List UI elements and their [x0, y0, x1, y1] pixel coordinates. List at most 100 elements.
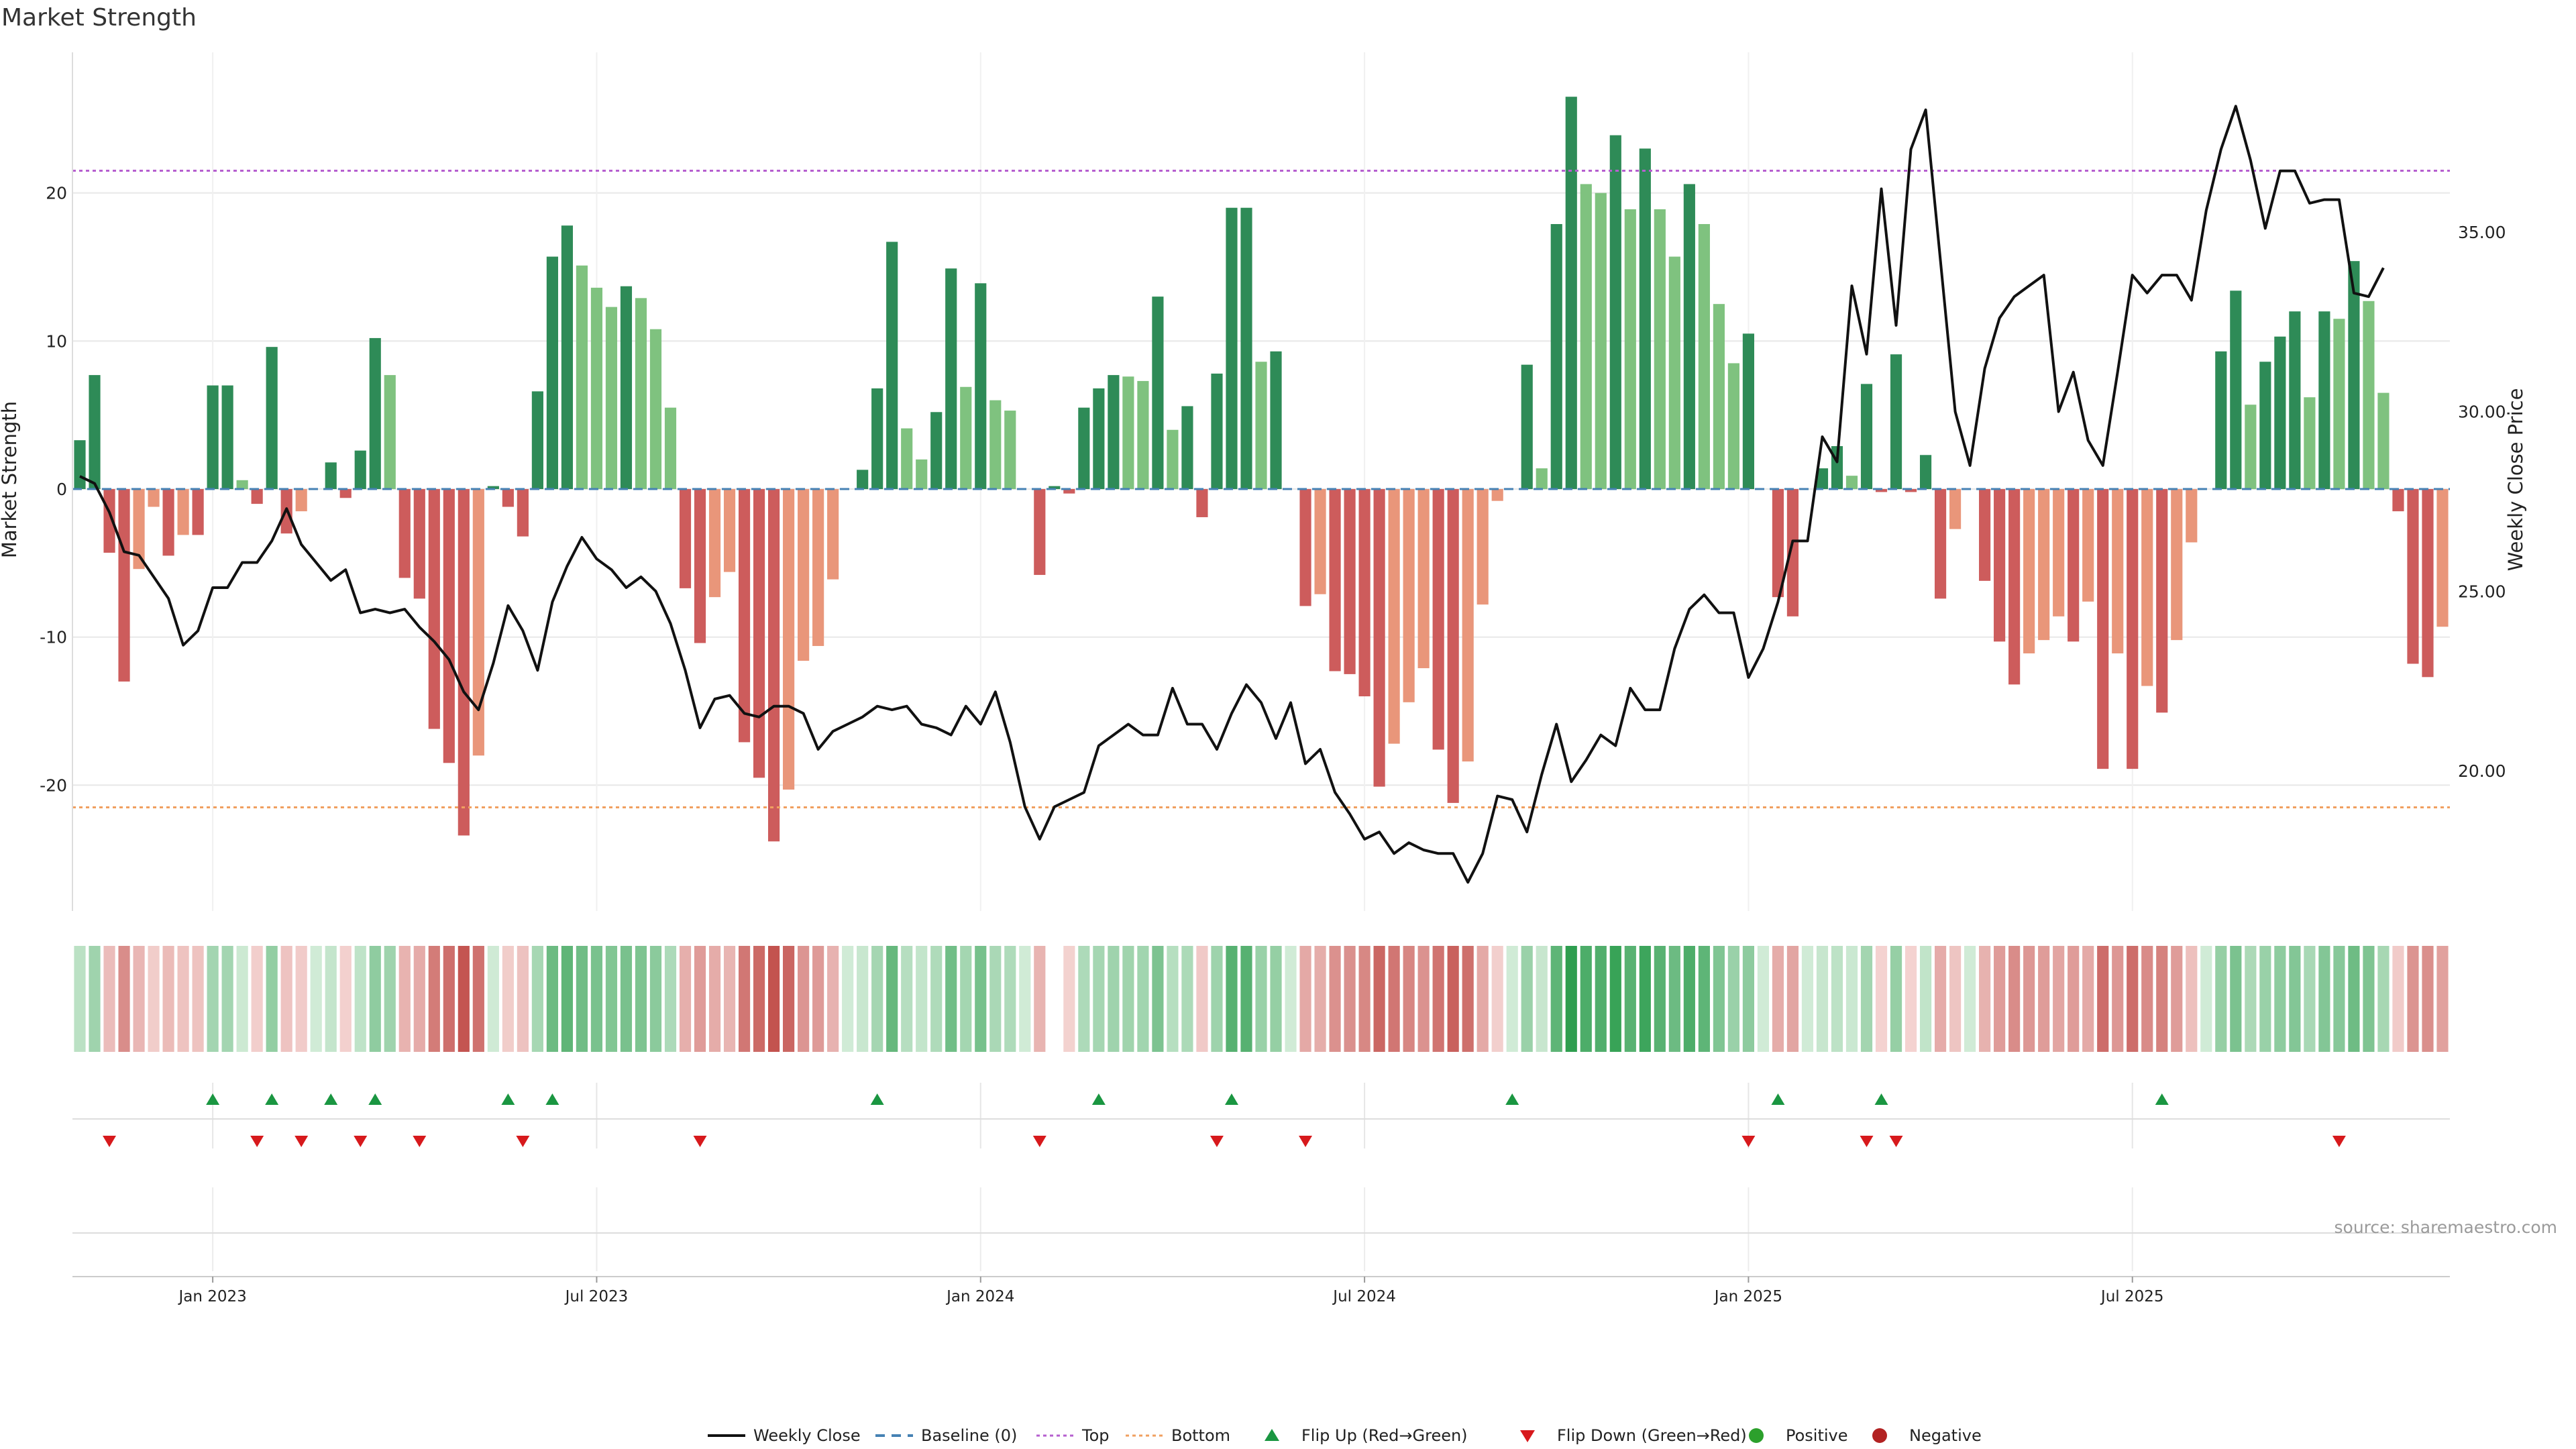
heat-cell	[517, 946, 529, 1052]
flip-down-marker	[1889, 1136, 1903, 1147]
heat-cell	[1919, 946, 1932, 1052]
strength-bar	[2274, 336, 2286, 490]
heat-cell	[1403, 946, 1415, 1052]
strength-bar	[2333, 319, 2345, 490]
strength-bar	[177, 489, 189, 535]
strength-bar	[325, 462, 337, 490]
heat-cell	[1314, 946, 1326, 1052]
heat-cell	[428, 946, 440, 1052]
heat-cell	[1255, 946, 1267, 1052]
strength-bar	[413, 489, 425, 599]
heat-cell	[148, 946, 160, 1052]
strength-bar	[74, 440, 86, 490]
strength-bar	[1949, 489, 1962, 529]
left-tick-label: 0	[56, 480, 67, 499]
strength-bar	[605, 307, 618, 490]
strength-bar	[207, 385, 219, 490]
strength-bar	[857, 470, 869, 490]
strength-bar	[738, 489, 751, 743]
strength-bar	[1432, 489, 1444, 750]
strength-bar	[1860, 384, 1873, 490]
strength-bar	[487, 486, 499, 490]
strength-bar	[236, 480, 248, 490]
strength-bar	[827, 489, 839, 580]
flip-up-marker	[1091, 1093, 1106, 1105]
strength-bar	[1580, 184, 1592, 490]
flip-up-marker	[1874, 1093, 1888, 1105]
flip-up-marker	[324, 1093, 338, 1105]
left-tick-label: 10	[46, 331, 67, 351]
flip-down-marker	[354, 1136, 368, 1147]
x-tick-label: Jul 2023	[564, 1288, 629, 1305]
heat-cell	[975, 946, 987, 1052]
strength-bar	[1049, 486, 1061, 490]
strength-bar	[664, 407, 677, 490]
heat-cell	[74, 946, 86, 1052]
heat-cell	[1299, 946, 1311, 1052]
heat-cell	[1137, 946, 1149, 1052]
heat-cell	[1904, 946, 1917, 1052]
strength-bar	[1004, 411, 1016, 490]
legend-label: Baseline (0)	[921, 1426, 1017, 1445]
heat-cell	[1373, 946, 1385, 1052]
heat-cell	[1565, 946, 1577, 1052]
heat-cell	[723, 946, 736, 1052]
heat-cell	[384, 946, 396, 1052]
strength-bar	[2023, 489, 2035, 653]
strength-bar	[1358, 489, 1371, 696]
strength-bar	[1462, 489, 1474, 762]
heat-cell	[531, 946, 543, 1052]
strength-bar	[812, 489, 824, 646]
heat-cell	[133, 946, 145, 1052]
heat-cell	[1078, 946, 1090, 1052]
heat-cell	[679, 946, 692, 1052]
strength-bar	[339, 489, 352, 498]
legend-item: Bottom	[1126, 1426, 1230, 1445]
heat-cell	[2097, 946, 2109, 1052]
strength-bar	[2407, 489, 2419, 664]
heat-cell	[827, 946, 839, 1052]
strength-bar	[221, 385, 233, 490]
heat-cell	[1786, 946, 1799, 1052]
heat-cell	[1240, 946, 1252, 1052]
heat-cell	[192, 946, 204, 1052]
strength-bar	[1536, 468, 1548, 490]
strength-bar	[2097, 489, 2109, 769]
strength-bar	[798, 489, 810, 661]
strength-bar	[620, 286, 633, 490]
strength-bar	[546, 256, 558, 490]
strength-bar	[1845, 476, 1858, 490]
flip-down-marker	[1032, 1136, 1046, 1147]
heat-cell	[1491, 946, 1503, 1052]
heat-cell	[1964, 946, 1976, 1052]
strength-bar	[354, 450, 366, 490]
flip-down-marker	[1860, 1136, 1874, 1147]
flip-up-marker	[368, 1093, 382, 1105]
strength-bar	[1713, 304, 1725, 490]
heat-cell	[339, 946, 352, 1052]
left-tick-label: -10	[40, 628, 67, 647]
strength-bar	[1772, 489, 1784, 598]
strength-bar	[458, 489, 470, 836]
strength-bar	[1403, 489, 1415, 702]
strength-bar	[1167, 429, 1179, 490]
heat-cell	[1167, 946, 1179, 1052]
heat-cell	[664, 946, 677, 1052]
strength-bar	[1609, 135, 1621, 490]
heat-cell	[561, 946, 574, 1052]
strength-bar	[1063, 489, 1075, 494]
heat-cell	[1698, 946, 1710, 1052]
axes-layer: 20 10 0 -10 -20 35.00 30.00 25.00 20.00 Jan 2023 J…	[40, 52, 2506, 1305]
strength-bar	[2363, 301, 2375, 490]
strength-bar	[1994, 489, 2006, 642]
strength-bar	[531, 391, 543, 490]
heat-cell	[620, 946, 633, 1052]
flip-up-marker	[1771, 1093, 1785, 1105]
heat-cell	[1845, 946, 1858, 1052]
strength-bar	[2008, 489, 2021, 685]
legend-item: Negative	[1872, 1426, 1982, 1445]
heat-cell	[177, 946, 189, 1052]
heat-cell	[2215, 946, 2227, 1052]
heat-cell	[576, 946, 588, 1052]
